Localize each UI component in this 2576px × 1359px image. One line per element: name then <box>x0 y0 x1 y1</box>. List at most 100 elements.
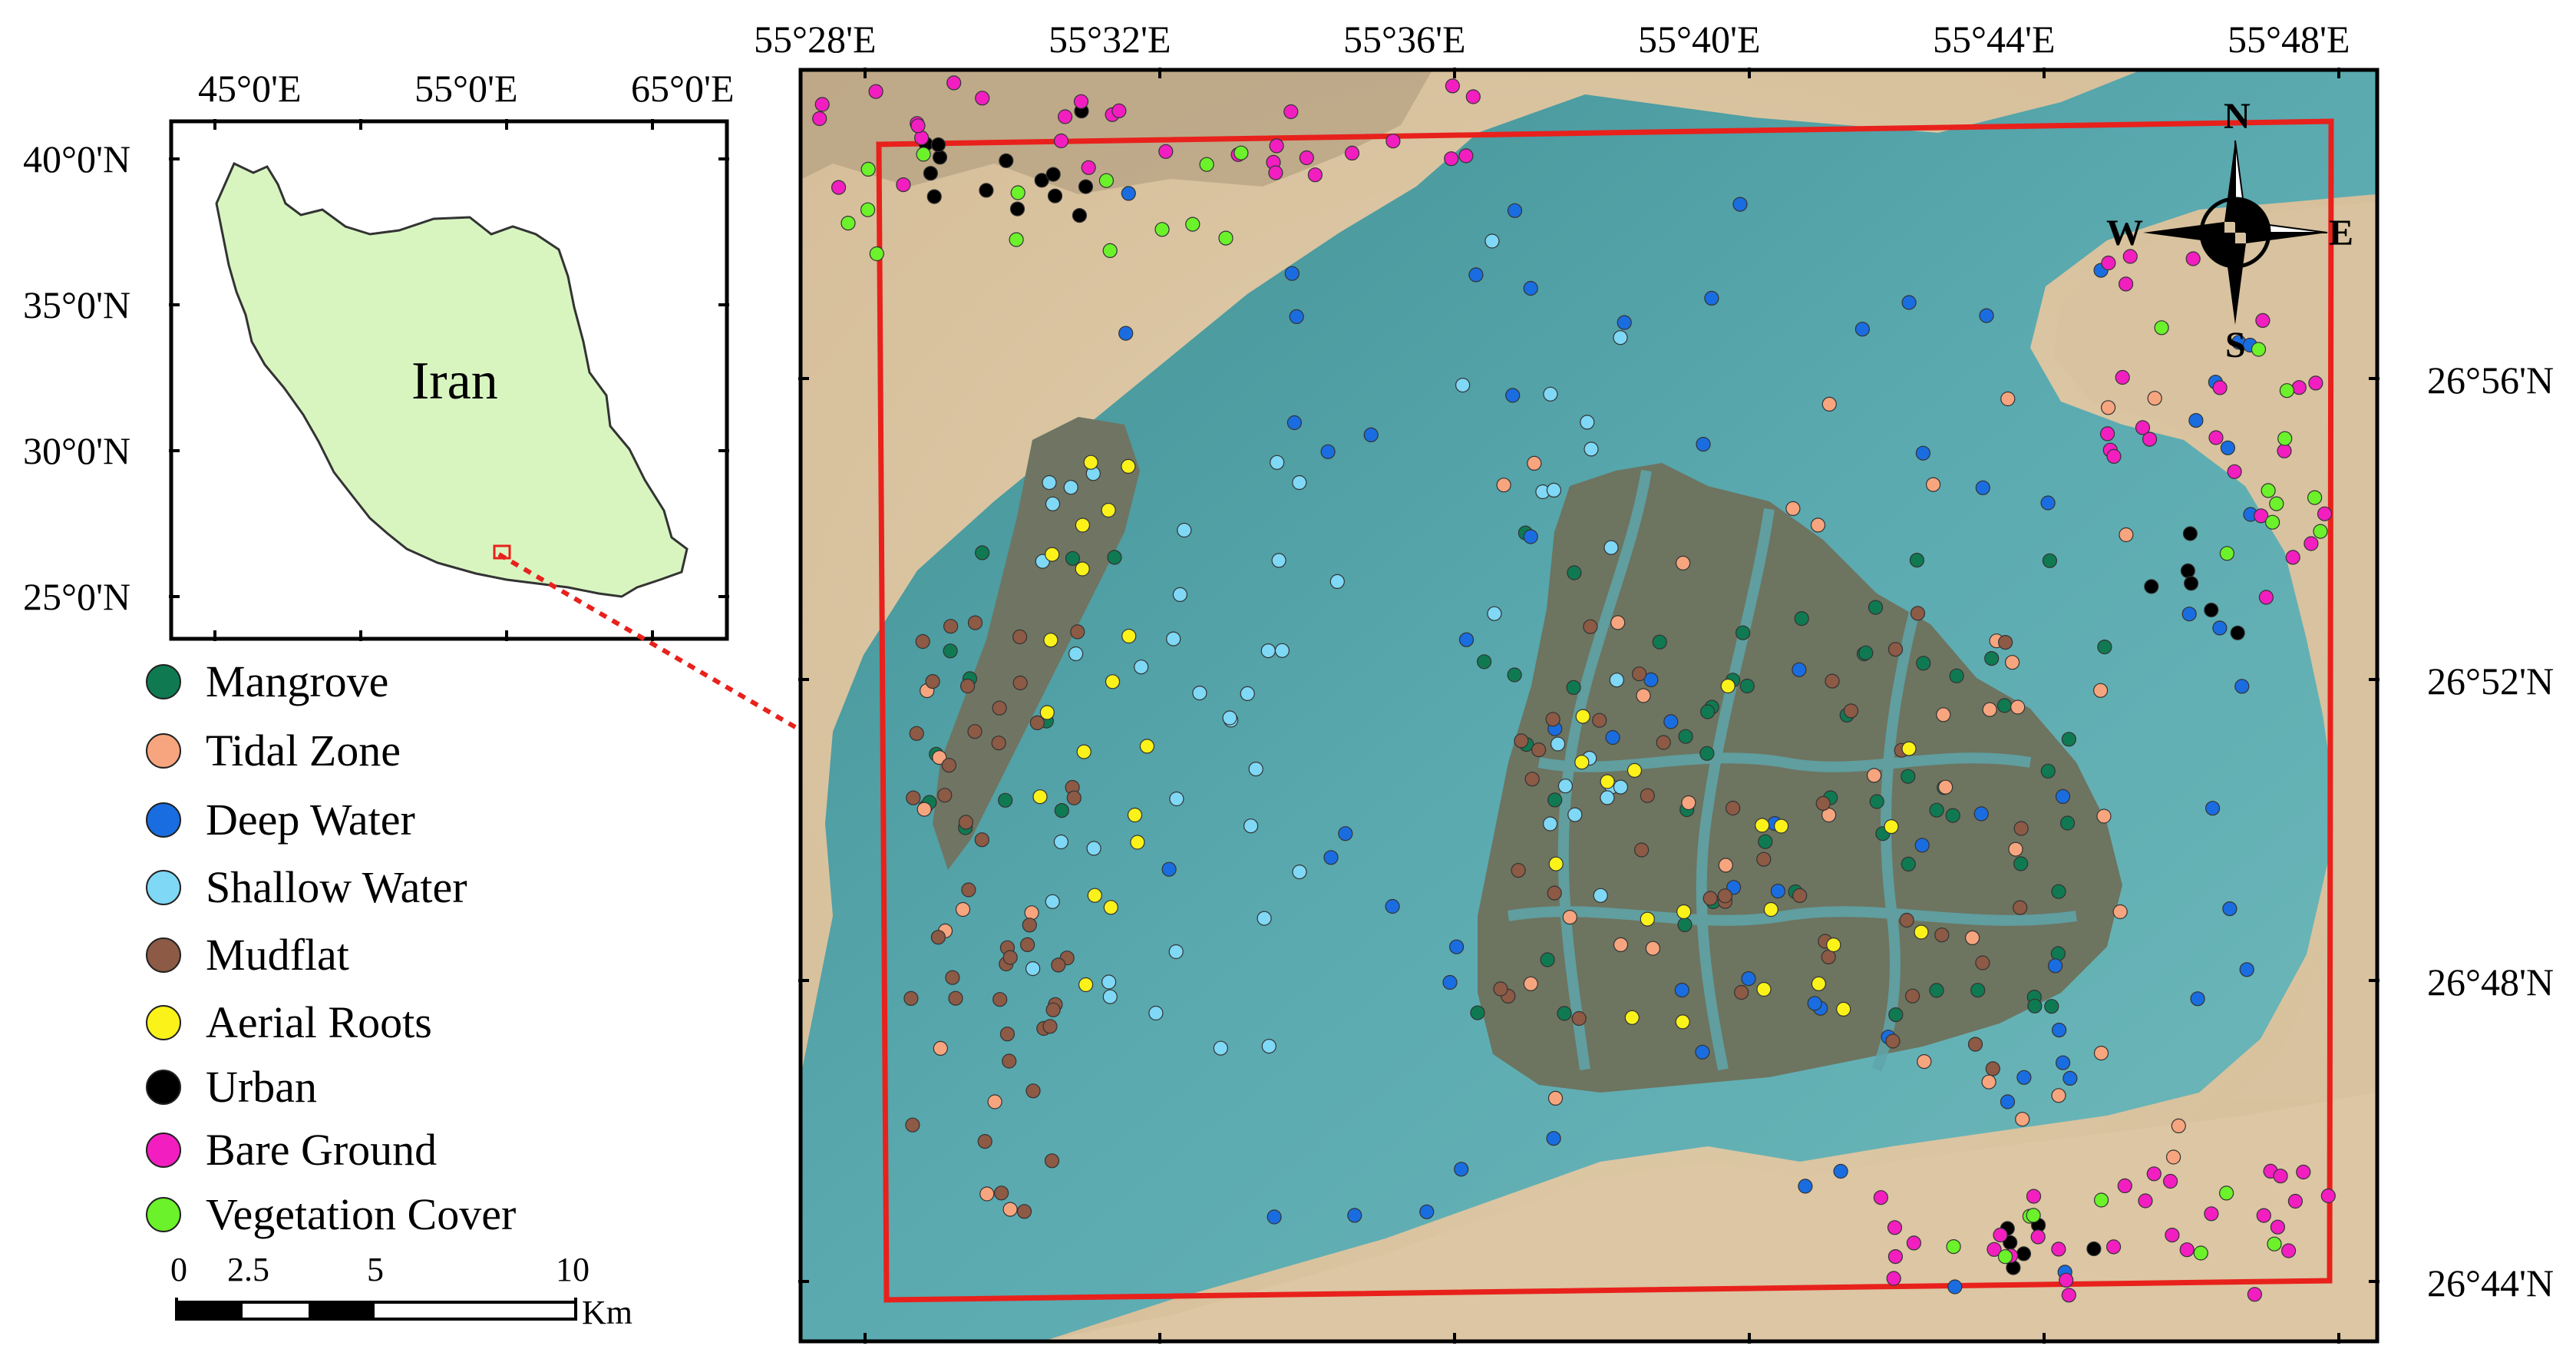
west-mangrove-belt <box>933 417 1140 870</box>
sample-point <box>2264 514 2280 530</box>
sample-point <box>2051 1242 2066 1257</box>
sample-point <box>1032 789 1048 805</box>
iran-shape <box>215 161 689 598</box>
sample-point <box>1986 1242 2002 1257</box>
vegetation-cover-swatch <box>146 1197 181 1232</box>
mangrove-swatch <box>146 664 181 699</box>
sample-point <box>1675 555 1691 571</box>
sample-point <box>1821 396 1837 412</box>
sample-point <box>2093 1045 2109 1061</box>
sample-point <box>999 1027 1015 1042</box>
sample-point <box>977 1133 992 1149</box>
sample-point <box>992 700 1007 716</box>
sample-point <box>1700 704 1716 719</box>
sample-point <box>1624 1010 1640 1025</box>
sample-point <box>2204 1206 2219 1222</box>
sample-point <box>1704 290 1719 306</box>
sample-point <box>1523 529 1538 544</box>
sample-point <box>941 758 956 773</box>
sample-point <box>1338 826 1353 842</box>
sample-point <box>960 678 976 694</box>
sample-point <box>1785 501 1801 517</box>
sample-point <box>1675 1014 1690 1030</box>
sample-point <box>2218 1185 2234 1201</box>
sample-point <box>1044 1153 1060 1169</box>
inset-lat-label-3: 25°0'N <box>23 575 131 618</box>
sample-point <box>1514 733 1529 749</box>
sample-point <box>2204 801 2221 816</box>
sample-point <box>994 1185 1009 1201</box>
sample-point <box>906 790 921 805</box>
sample-point <box>933 1040 948 1056</box>
sample-point <box>1083 455 1098 470</box>
sample-point <box>1470 1005 1485 1020</box>
sample-point <box>1915 445 1931 461</box>
sample-point <box>1455 378 1471 393</box>
sample-point <box>1557 779 1574 794</box>
sample-point <box>1034 173 1049 188</box>
sample-point <box>1002 950 1018 965</box>
sample-point <box>2115 369 2130 385</box>
sample-point <box>1676 904 1692 920</box>
sample-point <box>1458 632 1475 647</box>
sample-point <box>1511 862 1526 878</box>
sample-point <box>2013 856 2029 871</box>
sample-point <box>999 153 1014 168</box>
sample-point <box>2287 1193 2304 1209</box>
legend-item-bare-ground: Bare Ground <box>146 1127 437 1173</box>
sample-point <box>1274 643 1290 658</box>
sample-point <box>1025 1083 1041 1099</box>
sample-point <box>1267 1209 1282 1225</box>
sample-point <box>1012 675 1028 691</box>
sample-point <box>1009 232 1024 247</box>
sample-point <box>1454 1162 1469 1177</box>
sample-point <box>1836 1001 1851 1017</box>
sample-point <box>1161 861 1177 877</box>
sample-point <box>2062 1070 2078 1086</box>
sample-point <box>1121 458 1136 474</box>
sample-point <box>1997 634 2013 650</box>
sample-point <box>1866 768 1882 783</box>
sample-point <box>2061 1288 2076 1303</box>
scale-tick-0: 0 <box>170 1251 187 1288</box>
sample-point <box>1678 729 1693 744</box>
sample-point <box>1583 619 1598 634</box>
sample-point <box>1695 1044 1710 1060</box>
sample-point <box>1811 976 1827 991</box>
sample-point <box>1284 266 1300 281</box>
sample-point <box>2138 1193 2153 1209</box>
sample-point <box>943 619 959 634</box>
sample-point <box>1997 1249 2013 1265</box>
legend-label: Mudflat <box>206 930 349 980</box>
sample-point <box>1613 330 1628 346</box>
sample-point <box>2239 962 2254 977</box>
sample-point <box>1901 856 1916 872</box>
sample-point <box>1045 496 1061 511</box>
sample-point <box>1493 981 1508 997</box>
sample-point <box>1002 1053 1017 1069</box>
sample-point <box>1605 729 1620 746</box>
sample-point <box>868 84 883 99</box>
sample-point <box>1550 736 1566 752</box>
sample-point <box>1985 1061 2000 1076</box>
sample-point <box>1567 565 1582 580</box>
sample-point <box>1901 295 1917 310</box>
sample-point <box>2256 1208 2271 1223</box>
sample-point <box>1557 1006 1572 1021</box>
map-lon-label-0: 55°28'E <box>754 18 877 61</box>
sample-point <box>1070 624 1085 640</box>
map-lon-label-4: 55°44'E <box>1933 18 2056 61</box>
sample-point <box>1148 1005 1164 1021</box>
sample-point <box>1735 625 1751 640</box>
legend-item-aerial-roots: Aerial Roots <box>146 1000 432 1046</box>
sample-point <box>2122 249 2138 264</box>
sample-point <box>1946 1238 1961 1255</box>
sample-point <box>923 166 938 181</box>
sample-point <box>2261 483 2276 498</box>
sample-point <box>1973 806 1989 822</box>
sample-point <box>1118 326 1134 341</box>
sample-point <box>974 832 989 848</box>
sample-point <box>2273 1169 2288 1184</box>
sample-point <box>967 615 983 630</box>
sample-point <box>1286 415 1303 431</box>
